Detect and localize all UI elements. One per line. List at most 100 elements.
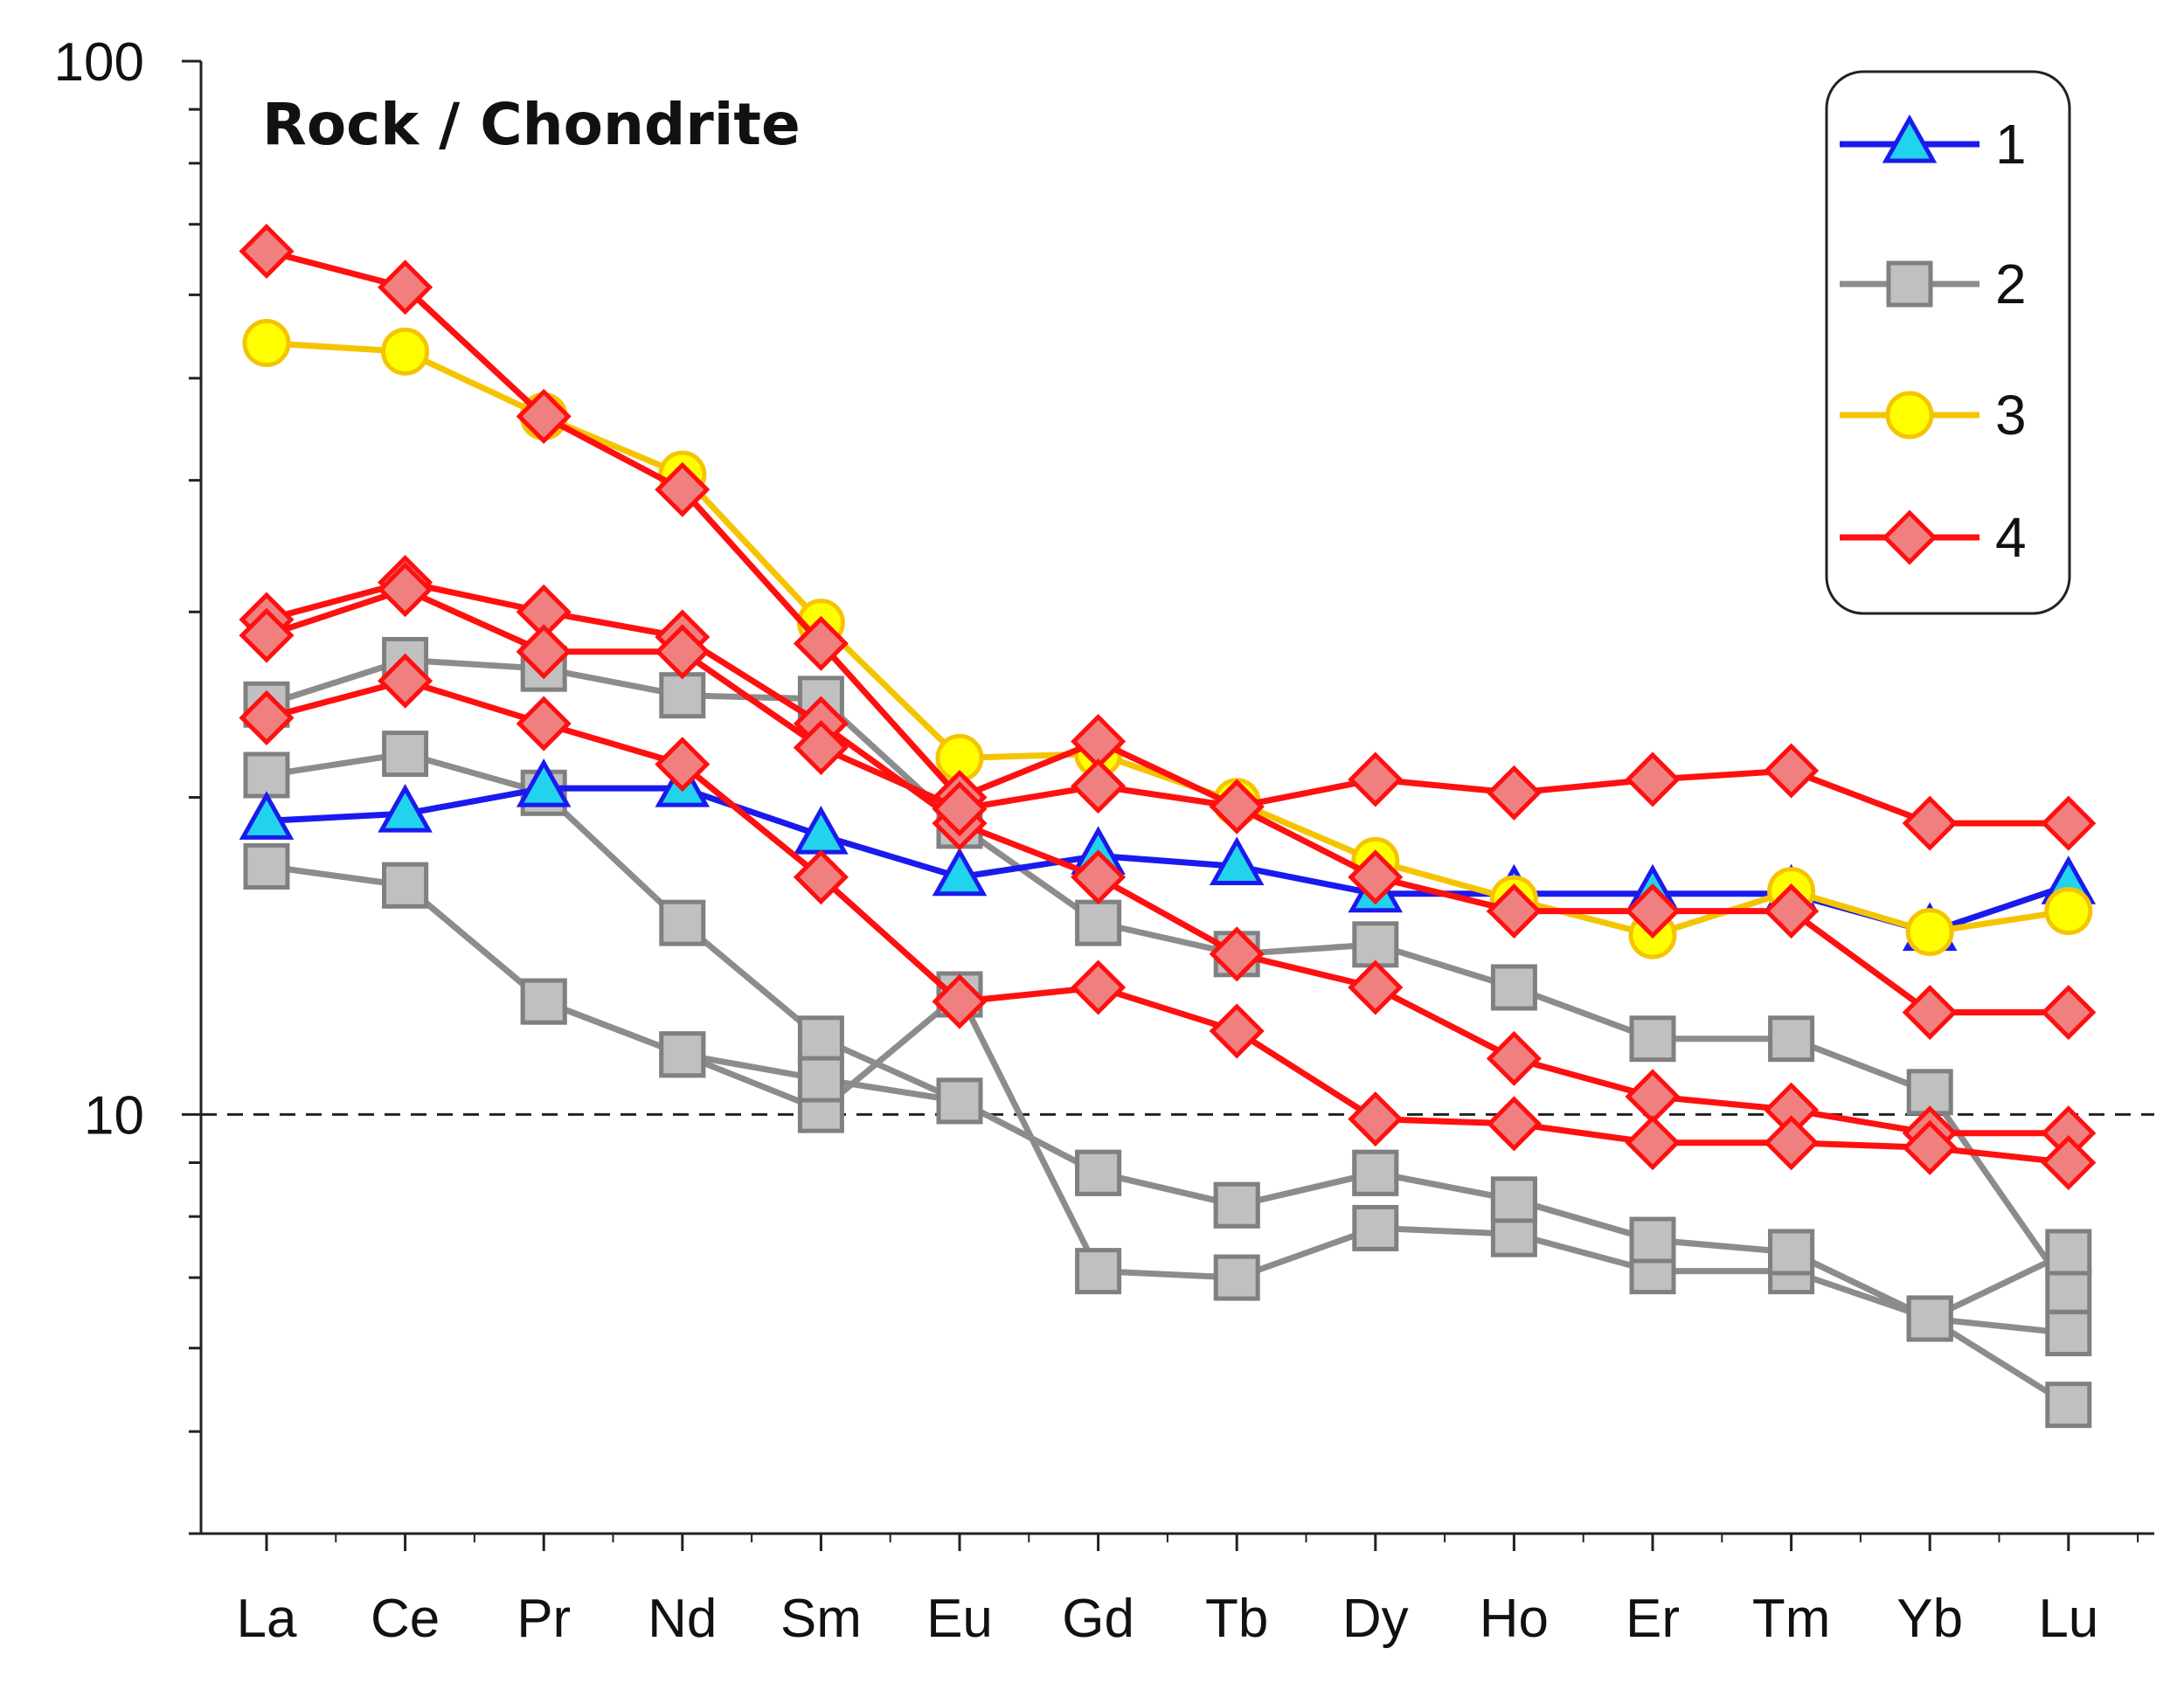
data-point-4-Ho — [1486, 883, 1542, 939]
data-point-2-Lu — [2045, 1310, 2092, 1357]
data-point-4-Gd — [1071, 849, 1127, 905]
x-tick-label: Lu — [2038, 1589, 2098, 1649]
x-tick-label: Sm — [780, 1589, 862, 1649]
data-point-2-Er — [1629, 1015, 1676, 1063]
data-point-2-Gd — [1075, 1248, 1122, 1295]
legend-marker-1 — [1882, 114, 1938, 163]
data-point-4-Dy — [1348, 1091, 1404, 1147]
chart-title: Rock / Chondrite — [262, 91, 801, 158]
y-ticks-layer: 100 10 — [54, 32, 201, 1535]
x-tick-label: Yb — [1896, 1589, 1963, 1649]
data-point-4-Tm — [1764, 743, 1820, 799]
data-point-2-Pr — [520, 978, 567, 1025]
series-group-4 — [239, 653, 2097, 1191]
data-point-2-Lu — [2045, 1267, 2092, 1314]
data-point-4-Eu — [932, 781, 988, 837]
data-point-4-Er — [1625, 1115, 1681, 1171]
data-point-2-Tb — [1213, 1181, 1260, 1229]
data-point-4-Ce — [378, 562, 433, 618]
series-group-2 — [243, 842, 2092, 1342]
legend-label-4: 4 — [1995, 506, 2027, 569]
data-point-2-Gd — [1075, 1149, 1122, 1196]
data-point-4-Er — [1625, 752, 1681, 807]
data-point-4-Ce — [378, 260, 433, 315]
legend: 1 2 3 4 — [1825, 70, 2071, 615]
data-point-2-La — [243, 842, 290, 890]
data-point-2-Dy — [1352, 1204, 1399, 1251]
data-point-4-Tm — [1764, 1115, 1820, 1171]
data-point-4-Dy — [1348, 849, 1404, 905]
data-point-4-Dy — [1348, 752, 1404, 807]
data-point-4-Pr — [516, 624, 572, 680]
legend-marker-4 — [1882, 509, 1938, 565]
data-point-4-Gd — [1071, 758, 1127, 814]
x-tick-label: Tm — [1752, 1589, 1831, 1649]
legend-label-1: 1 — [1995, 113, 2027, 176]
data-point-1-Eu — [932, 847, 988, 897]
data-point-4-Ho — [1486, 1096, 1542, 1152]
data-point-4-Lu — [2041, 1134, 2097, 1191]
data-point-2-Tb — [1213, 1254, 1260, 1301]
data-point-4-La — [239, 607, 295, 663]
data-point-4-Tm — [1764, 883, 1820, 939]
data-point-4-Tb — [1209, 779, 1265, 835]
data-point-1-Ce — [378, 784, 433, 833]
legend-marker-2 — [1886, 260, 1933, 308]
data-point-4-Tb — [1209, 1003, 1265, 1059]
data-point-4-La — [239, 223, 295, 280]
data-point-2-Dy — [1352, 1149, 1399, 1196]
data-point-2-Ce — [382, 862, 429, 909]
data-point-4-Yb — [1902, 795, 1958, 851]
data-point-4-Pr — [516, 388, 572, 445]
x-tick-label: Ce — [371, 1589, 440, 1649]
data-point-2-La — [243, 752, 290, 799]
x-tick-label: La — [237, 1589, 297, 1649]
data-point-3-La — [242, 319, 291, 368]
x-tick-label: Ho — [1480, 1589, 1549, 1649]
legend-label-2: 2 — [1995, 253, 2027, 315]
x-tick-label: Eu — [926, 1589, 993, 1649]
legend-box — [1825, 70, 2071, 615]
data-point-2-Yb — [1906, 1295, 1953, 1342]
data-point-2-Er — [1629, 1216, 1676, 1264]
data-point-2-Nd — [659, 899, 706, 946]
data-point-4-Ho — [1486, 1030, 1542, 1086]
data-point-3-Ce — [381, 327, 430, 376]
x-tick-label: Dy — [1342, 1589, 1409, 1649]
series-layer — [239, 223, 2097, 1429]
data-point-4-Er — [1625, 883, 1681, 939]
data-point-4-Nd — [655, 737, 711, 793]
data-point-2-Lu — [2045, 1229, 2092, 1276]
data-point-4-Nd — [655, 461, 711, 517]
data-point-2-Tm — [1768, 1015, 1815, 1063]
x-tick-label: Nd — [648, 1589, 717, 1649]
series-group-4 — [239, 562, 2097, 851]
data-point-2-Dy — [1352, 921, 1399, 968]
data-point-4-Dy — [1348, 959, 1404, 1015]
legend-marker-3 — [1885, 391, 1934, 440]
x-tick-label: Pr — [517, 1589, 571, 1649]
data-point-4-Yb — [1902, 1119, 1958, 1175]
x-tick-label: Tb — [1205, 1589, 1268, 1649]
data-point-2-Tm — [1768, 1229, 1815, 1276]
data-point-4-Gd — [1071, 959, 1127, 1015]
data-point-2-Sm — [797, 1015, 844, 1063]
data-point-4-Lu — [2041, 795, 2097, 851]
data-point-2-Nd — [659, 672, 706, 719]
data-point-2-Gd — [1075, 899, 1122, 946]
data-point-3-Yb — [1905, 908, 1954, 957]
x-tick-label: Gd — [1062, 1589, 1134, 1649]
data-point-1-La — [239, 791, 295, 840]
y-tick-label: 10 — [84, 1085, 144, 1146]
data-point-2-Eu — [936, 1077, 983, 1125]
x-ticks-layer: La Ce Pr Nd Sm Eu Gd Tb Dy Ho Er Tm Yb Lu — [237, 1534, 2139, 1649]
data-point-4-La — [239, 689, 295, 745]
data-point-1-Pr — [516, 758, 572, 807]
data-point-3-Lu — [2044, 887, 2093, 936]
y-tick-label: 100 — [54, 32, 144, 93]
data-point-2-Nd — [659, 1031, 706, 1078]
legend-label-3: 3 — [1995, 384, 2027, 447]
data-point-4-Ce — [378, 653, 433, 709]
